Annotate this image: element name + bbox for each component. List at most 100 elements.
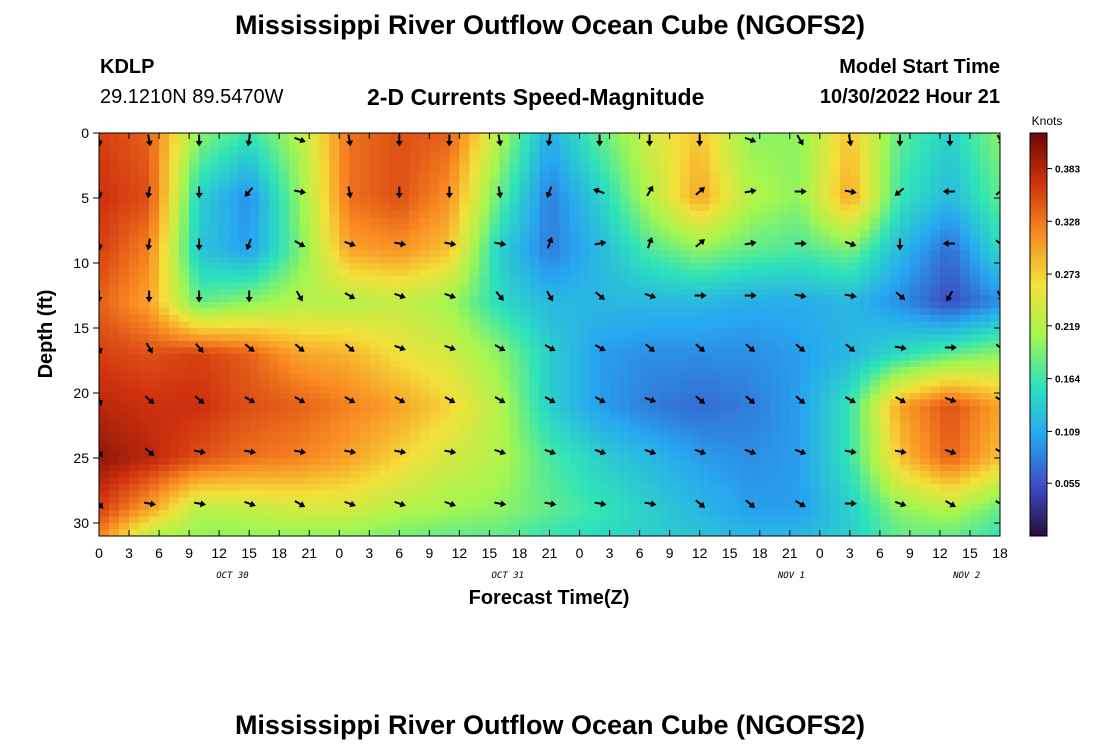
heatmap-cell xyxy=(959,393,971,401)
heatmap-cell xyxy=(549,302,561,310)
heatmap-cell xyxy=(639,464,651,472)
heatmap-cell xyxy=(829,250,841,258)
heatmap-cell xyxy=(459,438,471,446)
heatmap-cell xyxy=(819,204,831,212)
heatmap-cell xyxy=(539,295,551,303)
heatmap-cell xyxy=(459,204,471,212)
heatmap-cell xyxy=(889,464,901,472)
heatmap-cell xyxy=(739,295,751,303)
heatmap-cell xyxy=(989,211,1000,219)
heatmap-cell xyxy=(829,334,841,342)
heatmap-cell xyxy=(369,191,380,199)
heatmap-cell xyxy=(879,425,891,433)
heatmap-cell xyxy=(919,328,931,336)
heatmap-cell xyxy=(589,172,601,180)
heatmap-cell xyxy=(299,393,310,401)
heatmap-cell xyxy=(149,269,160,277)
heatmap-cell xyxy=(419,250,430,258)
heatmap-cell xyxy=(649,393,661,401)
heatmap-cell xyxy=(149,146,160,154)
heatmap-cell xyxy=(249,477,260,485)
heatmap-cell xyxy=(839,471,851,479)
heatmap-cell xyxy=(379,217,390,225)
heatmap-cell xyxy=(339,490,350,498)
heatmap-cell xyxy=(149,217,160,225)
heatmap-cell xyxy=(909,198,921,206)
heatmap-cell xyxy=(499,386,511,394)
heatmap-cell xyxy=(419,341,430,349)
heatmap-cell xyxy=(979,152,991,160)
heatmap-cell xyxy=(779,412,791,420)
heatmap-cell xyxy=(349,360,360,368)
heatmap-cell xyxy=(569,328,581,336)
heatmap-cell xyxy=(699,211,711,219)
heatmap-cell xyxy=(949,341,961,349)
heatmap-cell xyxy=(459,146,471,154)
heatmap-cell xyxy=(119,256,130,264)
heatmap-cell xyxy=(709,146,721,154)
heatmap-cell xyxy=(659,393,671,401)
heatmap-cell xyxy=(749,237,761,245)
heatmap-cell xyxy=(959,224,971,232)
heatmap-cell xyxy=(379,159,390,167)
heatmap-cell xyxy=(469,172,481,180)
heatmap-cell xyxy=(929,458,941,466)
heatmap-cell xyxy=(209,432,220,440)
heatmap-cell xyxy=(829,380,841,388)
heatmap-cell xyxy=(969,432,981,440)
heatmap-cell xyxy=(139,373,150,381)
heatmap-cell xyxy=(959,139,971,147)
heatmap-cell xyxy=(319,224,330,232)
heatmap-cell xyxy=(389,243,400,251)
heatmap-cell xyxy=(849,217,861,225)
heatmap-cell xyxy=(959,432,971,440)
heatmap-cell xyxy=(819,302,831,310)
heatmap-cell xyxy=(369,263,380,271)
heatmap-cell xyxy=(99,243,110,251)
heatmap-cell xyxy=(229,399,240,407)
heatmap-cell xyxy=(729,367,741,375)
heatmap-cell xyxy=(179,165,190,173)
heatmap-cell xyxy=(309,432,320,440)
heatmap-cell xyxy=(709,243,721,251)
heatmap-cell xyxy=(489,354,501,362)
heatmap-cell xyxy=(409,334,420,342)
heatmap-cell xyxy=(479,471,491,479)
heatmap-cell xyxy=(239,380,250,388)
heatmap-cell xyxy=(559,419,571,427)
heatmap-cell xyxy=(139,458,150,466)
heatmap-cell xyxy=(619,412,631,420)
heatmap-cell xyxy=(219,276,230,284)
heatmap-cell xyxy=(289,477,300,485)
heatmap-cell xyxy=(169,263,180,271)
heatmap-cell xyxy=(159,386,170,394)
heatmap-cell xyxy=(829,146,841,154)
heatmap-cell xyxy=(669,477,681,485)
heatmap-cell xyxy=(639,289,651,297)
heatmap-cell xyxy=(219,198,230,206)
heatmap-cell xyxy=(979,360,991,368)
heatmap-cell xyxy=(879,204,891,212)
heatmap-cell xyxy=(749,386,761,394)
heatmap-cell xyxy=(279,185,290,193)
heatmap-cell xyxy=(429,256,440,264)
heatmap-cell xyxy=(139,198,150,206)
heatmap-cell xyxy=(229,185,240,193)
heatmap-cell xyxy=(599,276,611,284)
heatmap-cell xyxy=(319,458,330,466)
heatmap-cell xyxy=(839,276,851,284)
heatmap-cell xyxy=(269,490,280,498)
heatmap-cell xyxy=(739,425,751,433)
heatmap-cell xyxy=(719,185,731,193)
heatmap-cell xyxy=(989,386,1000,394)
heatmap-cell xyxy=(419,360,430,368)
heatmap-cell xyxy=(699,367,711,375)
heatmap-cell xyxy=(509,445,521,453)
heatmap-cell xyxy=(569,334,581,342)
heatmap-cell xyxy=(459,243,471,251)
heatmap-cell xyxy=(399,133,410,141)
heatmap-cell xyxy=(239,360,250,368)
heatmap-cell xyxy=(249,458,260,466)
heatmap-cell xyxy=(979,256,991,264)
heatmap-cell xyxy=(159,328,170,336)
